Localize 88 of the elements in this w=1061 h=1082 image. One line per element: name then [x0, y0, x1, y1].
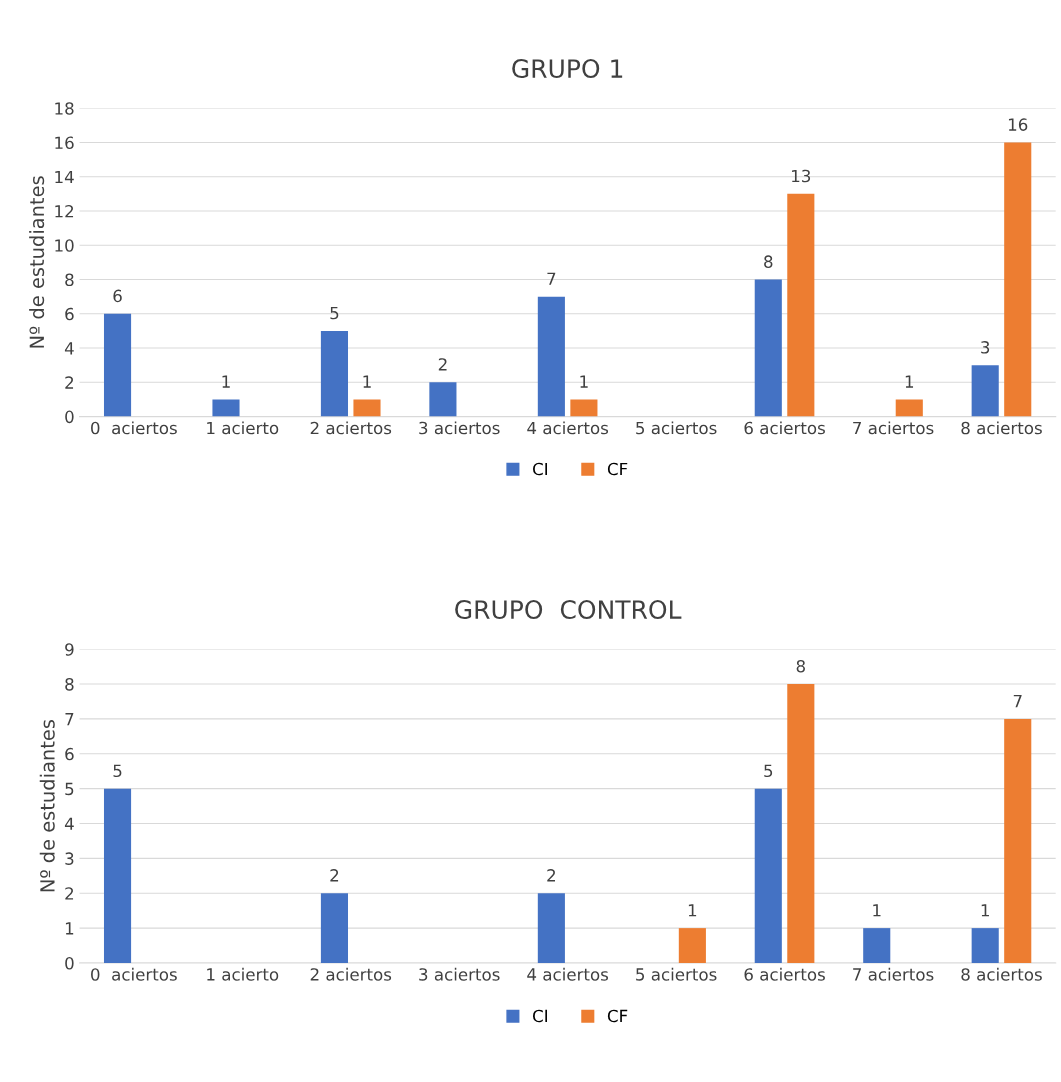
data-label: 8: [764, 255, 773, 268]
bar: [570, 399, 598, 417]
x-tick-label: 4 aciertos: [527, 967, 609, 981]
x-tick-label: 7 aciertos: [853, 421, 934, 435]
bar: [103, 313, 132, 417]
bar: [103, 788, 132, 963]
y-tick-label: 0: [65, 410, 74, 424]
data-label: 7: [547, 272, 556, 285]
bar: [1004, 142, 1032, 417]
bar: [1004, 718, 1032, 963]
y-tick-label: 1: [65, 922, 74, 935]
y-tick-label: 6: [65, 307, 74, 321]
data-label: 2: [330, 869, 339, 882]
data-label: 1: [363, 375, 371, 388]
data-label: 16: [1008, 118, 1028, 131]
data-label: 5: [764, 764, 773, 778]
x-tick-label: 5 aciertos: [636, 967, 717, 981]
y-tick-label: 16: [55, 136, 74, 150]
y-axis-title: Nº de estudiantes: [29, 176, 45, 348]
x-tick-label: 2 aciertos: [310, 967, 392, 981]
y-axis-title: Nº de estudiantes: [39, 719, 55, 892]
data-label: 5: [330, 306, 339, 320]
bar: [971, 365, 999, 417]
bar: [863, 928, 891, 963]
data-label: 13: [792, 169, 811, 183]
y-tick-label: 18: [55, 102, 74, 115]
y-tick-label: 14: [55, 170, 74, 184]
y-tick-label: 12: [55, 204, 74, 218]
x-tick-label: 1 acierto: [207, 421, 279, 435]
data-label: 8: [796, 659, 805, 673]
data-label: 1: [873, 904, 881, 917]
bar: [678, 928, 706, 963]
y-tick-label: 10: [55, 239, 74, 252]
y-tick-label: 5: [65, 782, 74, 796]
bar: [971, 928, 999, 963]
y-tick-label: 7: [65, 713, 74, 726]
data-label: 6: [113, 289, 122, 303]
x-tick-label: 5 aciertos: [636, 421, 717, 435]
chart-title: GRUPO CONTROL: [455, 600, 682, 619]
x-tick-label: 8 aciertos: [961, 967, 1042, 981]
bar: [537, 893, 565, 963]
legend-label: CI: [533, 462, 547, 476]
y-tick-label: 9: [65, 643, 74, 656]
x-tick-label: 3 aciertos: [419, 421, 500, 435]
data-label: 1: [688, 904, 697, 917]
data-label: 1: [981, 904, 989, 917]
x-tick-label: 7 aciertos: [853, 967, 934, 981]
x-tick-label: 6 aciertos: [744, 967, 825, 981]
bar: [537, 296, 565, 417]
data-label: 1: [222, 375, 230, 388]
x-tick-label: 6 aciertos: [744, 421, 825, 435]
x-tick-label: 4 aciertos: [527, 421, 609, 435]
bar: [353, 399, 381, 417]
y-tick-label: 2: [65, 376, 74, 389]
data-label: 1: [905, 375, 914, 388]
y-tick-label: 6: [65, 747, 74, 761]
x-tick-label: 8 aciertos: [961, 421, 1042, 435]
y-tick-label: 2: [65, 887, 74, 900]
bar: [429, 382, 457, 417]
x-tick-label: 2 aciertos: [310, 421, 392, 435]
y-tick-label: 8: [65, 678, 74, 691]
bar: [787, 684, 815, 963]
bar: [212, 399, 240, 417]
bar: [754, 279, 782, 417]
legend-label: CF: [607, 462, 628, 476]
data-label: 3: [981, 341, 990, 354]
x-tick-label: 0 aciertos: [91, 421, 177, 435]
bar: [320, 330, 349, 417]
bar: [895, 399, 923, 417]
x-tick-label: 1 acierto: [207, 967, 279, 981]
bar: [754, 788, 782, 963]
y-tick-label: 8: [65, 273, 74, 287]
data-label: 2: [438, 358, 447, 371]
x-tick-label: 0 aciertos: [91, 967, 177, 981]
data-label: 1: [580, 375, 588, 388]
data-label: 2: [547, 869, 555, 882]
bar: [787, 193, 815, 417]
chart-title: GRUPO 1: [512, 59, 623, 78]
y-tick-label: 4: [64, 817, 74, 830]
y-tick-label: 3: [65, 852, 74, 865]
data-label: 7: [1013, 694, 1022, 708]
legend-label: CI: [533, 1009, 547, 1023]
data-label: 5: [113, 764, 122, 778]
legend-label: CF: [607, 1009, 628, 1023]
bar: [320, 893, 349, 963]
y-tick-label: 0: [65, 956, 74, 970]
y-tick-label: 4: [64, 342, 74, 355]
x-tick-label: 3 aciertos: [419, 967, 500, 981]
